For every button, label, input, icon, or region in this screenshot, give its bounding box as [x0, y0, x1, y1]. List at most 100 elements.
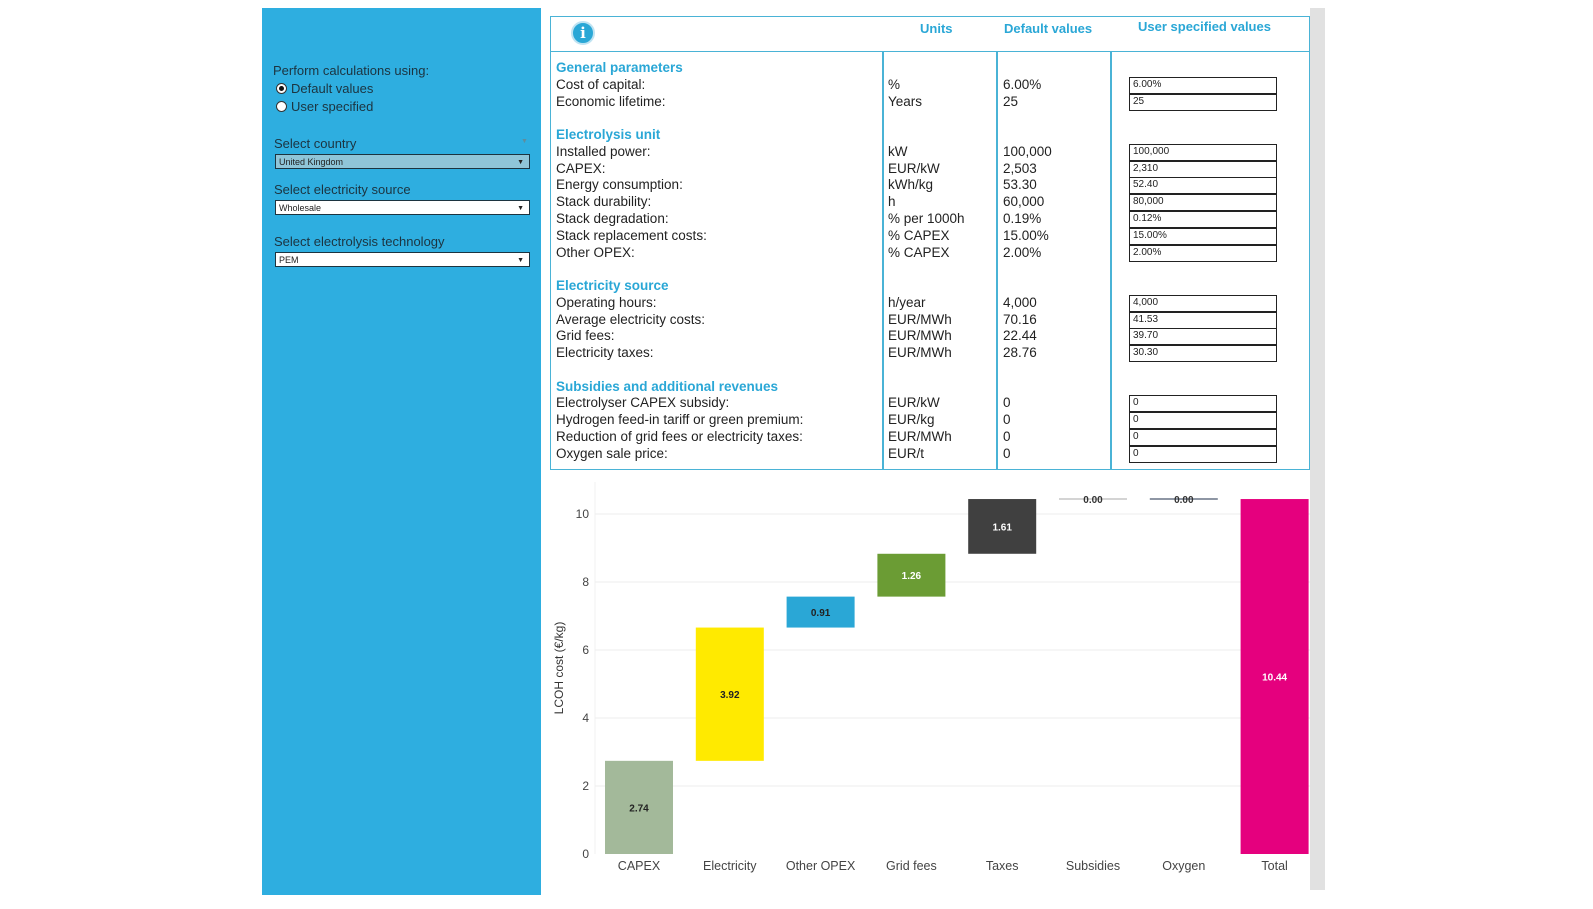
section-title: General parameters	[556, 60, 683, 75]
user-value-input[interactable]: 2.00%	[1129, 244, 1277, 262]
units-column: % Years kW EUR/kW kWh/kg h% per 1000h% CAPEX%…	[888, 60, 965, 479]
spacer	[1129, 127, 1277, 144]
bar-electricity	[695, 627, 764, 761]
lcoh-waterfall-chart: 0 2 4 6 8 10 LCOH cost (€/kg) 2.74 CAPEX 3.92 Elec…	[552, 482, 1310, 873]
table-row-cell: 70.16	[1003, 312, 1052, 329]
table-row-cell: % CAPEX	[888, 245, 965, 262]
default-value: 0	[1003, 412, 1011, 428]
technology-select[interactable]: PEM ▼	[275, 252, 530, 267]
radio-label: Default values	[291, 81, 374, 96]
user-value-input[interactable]: 6.00%	[1129, 76, 1277, 94]
radio-selected-icon[interactable]	[276, 83, 287, 94]
radio-default-values[interactable]: Default values	[276, 81, 373, 96]
section-title: Subsidies and additional revenues	[556, 378, 779, 394]
unit-value: Years	[888, 93, 923, 109]
parameter-labels-column: General parameters Cost of capital: Econom…	[556, 60, 803, 479]
scrollbar[interactable]	[1310, 8, 1325, 890]
user-value-input[interactable]: 15.00%	[1129, 227, 1277, 245]
user-value-input[interactable]: 30.30	[1129, 345, 1277, 363]
table-row-cell: h/year	[888, 295, 965, 312]
spacer	[888, 379, 965, 396]
country-label: Select country	[274, 136, 357, 151]
table-row-cell: Stack degradation:	[556, 211, 803, 228]
table-row-cell: 15.00%	[1003, 228, 1052, 245]
section-label: General parameters Cost of capital: Econom…	[556, 60, 803, 110]
user-value-input[interactable]: 52.40	[1129, 177, 1277, 195]
user-value-input[interactable]: 0	[1129, 445, 1277, 463]
y-tick-label: 8	[582, 575, 589, 589]
unit-value: EUR/MWh	[888, 428, 952, 444]
table-row-cell: kWh/kg	[888, 177, 965, 194]
chevron-down-icon: ▼	[517, 205, 524, 212]
user-value-input[interactable]: 39.70	[1129, 328, 1277, 346]
default-value: 70.16	[1003, 311, 1037, 327]
user-value-input[interactable]: 80,000	[1129, 194, 1277, 212]
default-value: 2.00%	[1003, 244, 1042, 260]
user-value-input[interactable]: 4,000	[1129, 294, 1277, 312]
calc-mode-label: Perform calculations using:	[273, 63, 430, 78]
parameter-label: Stack durability:	[556, 194, 652, 210]
table-row-cell: Energy consumption:	[556, 177, 803, 194]
default-values-header: Default values	[1004, 21, 1093, 36]
electricity-source-select[interactable]: Wholesale ▼	[275, 200, 530, 215]
table-row-cell: 4,000	[1003, 295, 1052, 312]
user-value-input[interactable]: 0.12%	[1129, 210, 1277, 228]
parameter-label: Grid fees:	[556, 328, 615, 344]
user-value-input[interactable]: 2,310	[1129, 160, 1277, 178]
table-row-cell: 0.19%	[1003, 211, 1052, 228]
user-value-input[interactable]: 0	[1129, 395, 1277, 413]
data-label: 0.00	[1174, 495, 1194, 506]
section-def: 6.00% 25	[1003, 60, 1052, 110]
y-axis-label: LCOH cost (€/kg)	[552, 622, 566, 715]
table-row-cell: Years	[888, 94, 965, 111]
data-label: 1.26	[902, 571, 922, 582]
parameter-label: Electrolyser CAPEX subsidy:	[556, 395, 730, 411]
section-title: Electricity source	[556, 277, 669, 293]
table-row-cell: 4,000	[1129, 294, 1277, 312]
table-row-cell: 6.00%	[1129, 76, 1277, 94]
table-row-cell: % CAPEX	[888, 228, 965, 245]
table-row-cell: 15.00%	[1129, 227, 1277, 245]
table-row-cell: 53.30	[1003, 177, 1052, 194]
radio-user-specified[interactable]: User specified	[276, 99, 373, 114]
unit-value: %	[888, 76, 901, 92]
spacer	[888, 127, 965, 144]
table-row-cell: Other OPEX:	[556, 245, 803, 262]
data-label: 10.44	[1262, 673, 1287, 684]
parameter-label: Economic lifetime:	[556, 93, 666, 109]
section-label: Electrolysis unit Installed power: CAPEX: E…	[556, 127, 803, 261]
parameter-label: Hydrogen feed-in tariff or green premium…	[556, 412, 804, 428]
table-row-cell: 0	[1129, 445, 1277, 463]
spacer	[1003, 127, 1052, 144]
default-value: 100,000	[1003, 143, 1052, 159]
data-label: 0.91	[811, 608, 831, 619]
user-value-input[interactable]: 0	[1129, 428, 1277, 446]
user-value-input[interactable]: 100,000	[1129, 143, 1277, 161]
column-divider	[1110, 51, 1112, 470]
table-row-cell: h	[888, 194, 965, 211]
user-value-input[interactable]: 25	[1129, 93, 1277, 111]
data-label: 2.74	[629, 803, 649, 814]
user-value-input[interactable]: 0	[1129, 412, 1277, 430]
default-value: 15.00%	[1003, 227, 1049, 243]
default-value: 22.44	[1003, 328, 1037, 344]
radio-unselected-icon[interactable]	[276, 101, 287, 112]
table-row-cell: % per 1000h	[888, 211, 965, 228]
info-icon[interactable]: i	[571, 21, 595, 45]
parameter-label: Cost of capital:	[556, 76, 646, 92]
x-tick-label: Grid fees	[886, 859, 937, 873]
user-value-input[interactable]: 41.53	[1129, 311, 1277, 329]
unit-value: EUR/kW	[888, 395, 940, 411]
default-value: 25	[1003, 93, 1019, 109]
table-row-cell: %	[888, 77, 965, 94]
table-row-cell: EUR/MWh	[888, 328, 965, 345]
electricity-source-label: Select electricity source	[274, 182, 411, 197]
table-row-cell: Electricity taxes:	[556, 345, 803, 362]
table-row-cell: 22.44	[1003, 328, 1052, 345]
country-select[interactable]: United Kingdom ▼	[275, 154, 530, 169]
electricity-source-value: Wholesale	[279, 203, 322, 213]
default-value: 6.00%	[1003, 76, 1042, 92]
technology-label: Select electrolysis technology	[274, 234, 445, 249]
